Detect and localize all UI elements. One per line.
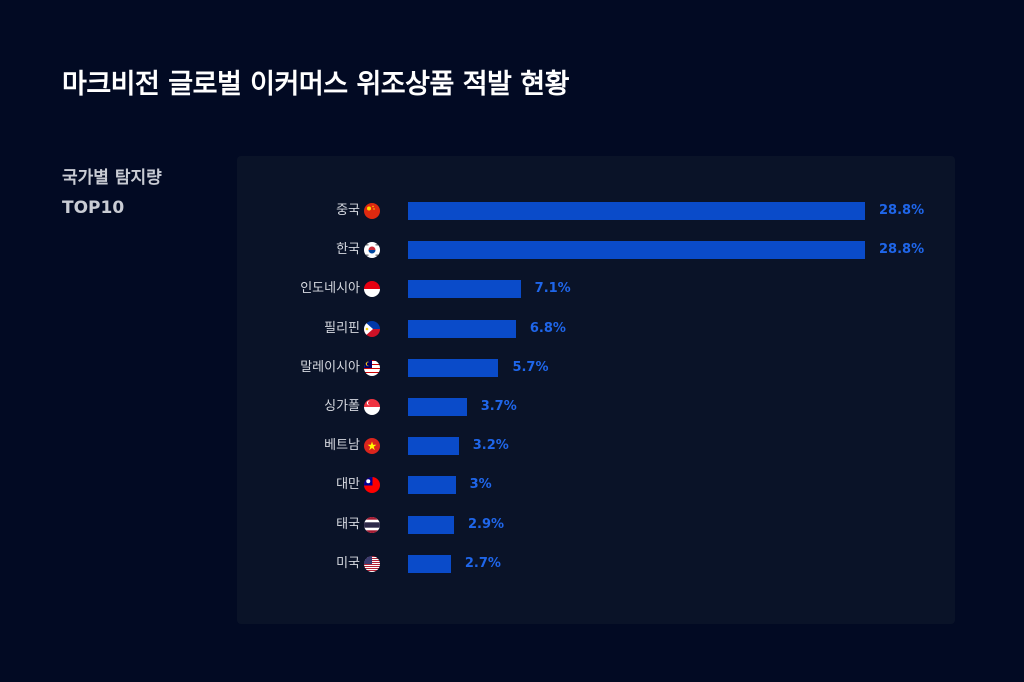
bar-row: 인도네시아 7.1% <box>237 280 955 299</box>
south-korea-flag-icon <box>364 242 380 259</box>
value-label: 3.2% <box>472 438 509 454</box>
value-label: 3% <box>469 477 492 493</box>
singapore-flag-icon <box>364 399 380 415</box>
bar <box>408 554 451 573</box>
bar <box>408 280 521 299</box>
value-label: 28.8% <box>879 242 925 258</box>
bar <box>408 319 516 338</box>
bar-row: 중국 28.8% <box>237 202 955 220</box>
bar <box>408 202 865 220</box>
subtitle-line-1: 국가별 탐지량 <box>62 168 162 188</box>
value-label: 2.7% <box>464 555 501 571</box>
bar-row: 대만 3% <box>237 476 955 495</box>
bar-row: 베트남 3.2% <box>237 437 955 456</box>
category-label: 베트남 <box>324 438 360 454</box>
bar-row: 싱가폴 3.7% <box>237 398 955 416</box>
bar-row: 한국 28.8% <box>237 241 955 260</box>
bar-row: 말레이시아 5.7% <box>237 358 955 377</box>
category-label: 대만 <box>336 477 360 493</box>
category-label: 인도네시아 <box>300 281 360 297</box>
category-label: 말레이시아 <box>300 359 360 375</box>
bar-chart: 중국 28.8% 한국 28.8% 인도네시아 7.1% 필리핀 6.8% 말레이시아 5.7% 싱… <box>237 156 955 624</box>
category-label: 한국 <box>336 242 360 258</box>
value-label: 5.7% <box>512 359 549 375</box>
usa-flag-icon <box>364 555 380 572</box>
bar-row: 필리핀 6.8% <box>237 319 955 338</box>
value-label: 3.7% <box>480 399 517 414</box>
bar <box>408 437 459 456</box>
category-label: 싱가폴 <box>324 399 360 414</box>
chart-panel: 중국 28.8% 한국 28.8% 인도네시아 7.1% 필리핀 6.8% 말레이시아 5.7% 싱… <box>237 156 955 624</box>
value-label: 2.9% <box>468 516 505 532</box>
category-label: 태국 <box>336 516 360 532</box>
bar-row: 태국 2.9% <box>237 515 955 534</box>
bar <box>408 358 499 377</box>
chart-subtitle: 국가별 탐지량 TOP10 <box>62 163 162 223</box>
taiwan-flag-icon <box>364 477 380 494</box>
indonesia-flag-icon <box>364 281 380 298</box>
value-label: 7.1% <box>534 281 571 297</box>
vietnam-flag-icon <box>364 438 380 455</box>
category-label: 필리핀 <box>324 320 360 336</box>
bar <box>408 241 865 260</box>
bar <box>408 515 455 534</box>
category-label: 중국 <box>336 203 360 218</box>
malaysia-flag-icon <box>364 359 380 376</box>
philippines-flag-icon <box>364 320 380 337</box>
bar <box>408 398 467 416</box>
value-label: 28.8% <box>879 203 925 218</box>
category-label: 미국 <box>336 555 360 571</box>
subtitle-line-2: TOP10 <box>62 198 125 218</box>
bar <box>408 476 456 495</box>
china-flag-icon <box>364 203 380 219</box>
value-label: 6.8% <box>529 320 566 336</box>
thailand-flag-icon <box>364 516 380 533</box>
bar-row: 미국 2.7% <box>237 554 955 573</box>
page-title: 마크비전 글로벌 이커머스 위조상품 적발 현황 <box>62 69 569 100</box>
